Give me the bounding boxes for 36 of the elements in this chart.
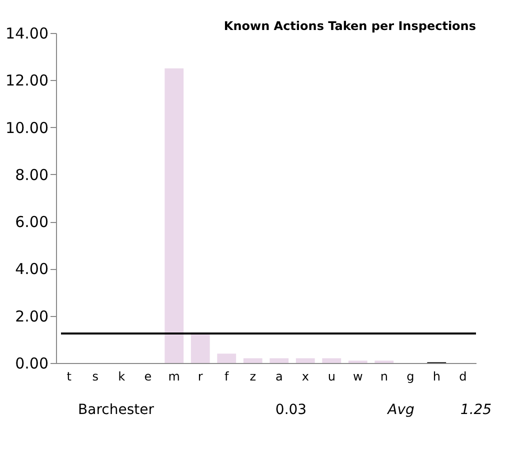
- x-tick-label: u: [328, 370, 336, 384]
- y-tick-label: 4.00: [15, 260, 48, 278]
- x-tick-label: g: [406, 370, 414, 384]
- y-tick-label: 14.00: [6, 24, 48, 42]
- x-tick-label: d: [459, 370, 467, 384]
- x-tick-label: a: [275, 370, 283, 384]
- text: 1.25: [460, 402, 492, 418]
- y-tick-label: 10.00: [6, 118, 48, 137]
- y-tick-label: 6.00: [15, 213, 48, 232]
- bar: [296, 358, 315, 363]
- x-tick-label: k: [118, 370, 126, 384]
- x-tick-label: x: [302, 370, 309, 384]
- text: 0.03: [275, 402, 307, 418]
- bar: [322, 358, 342, 363]
- y-tick-label: 2.00: [15, 307, 48, 326]
- x-tick-label: s: [92, 370, 99, 384]
- y-tick-label: 8.00: [15, 166, 48, 184]
- x-tick-label: z: [250, 370, 256, 384]
- x-tick-label: f: [224, 370, 230, 384]
- bar: [190, 332, 210, 363]
- x-tick-label: n: [380, 370, 388, 384]
- x-tick-label: h: [432, 370, 440, 384]
- x-tick-label: r: [198, 370, 203, 384]
- text: Barchester: [78, 402, 154, 418]
- bar: [270, 358, 289, 363]
- x-tick-label: e: [144, 370, 152, 384]
- x-tick-label: m: [168, 370, 180, 384]
- bar: [243, 358, 262, 363]
- x-tick-label: t: [66, 370, 72, 384]
- y-tick-label: 0.00: [15, 354, 48, 372]
- chart-title: Known Actions Taken per Inspections: [224, 19, 476, 33]
- bar: [217, 354, 236, 363]
- bar: [164, 68, 184, 363]
- x-tick-label: w: [352, 370, 363, 384]
- text: Avg: [386, 402, 414, 418]
- y-tick-label: 12.00: [6, 72, 48, 90]
